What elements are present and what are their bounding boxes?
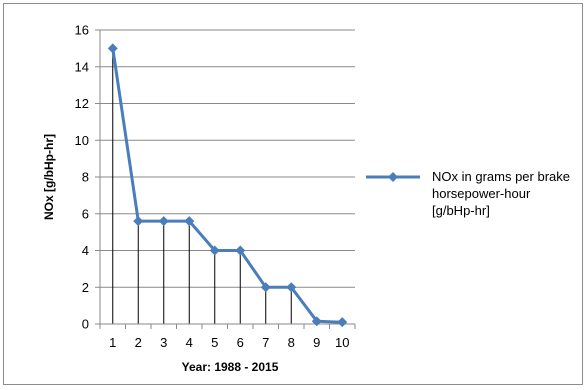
legend-marker (366, 172, 420, 182)
data-point-9 (311, 316, 322, 327)
data-point-8 (286, 282, 297, 293)
x-axis-title: Year: 1988 - 2015 (182, 360, 279, 374)
gridlines (100, 29, 355, 288)
x-tick-label-1: 1 (109, 335, 116, 350)
y-tick-label-0: 0 (82, 317, 89, 332)
y-tick-label-14: 14 (75, 59, 89, 74)
data-point-4 (184, 216, 195, 227)
x-tick-label-4: 4 (186, 335, 193, 350)
y-tick-label-16: 16 (75, 23, 89, 38)
x-tick-label-2: 2 (135, 335, 142, 350)
x-tick-label-5: 5 (211, 335, 218, 350)
data-point-3 (158, 216, 169, 227)
y-tick-label-6: 6 (82, 206, 89, 221)
y-tick-label-2: 2 (82, 280, 89, 295)
y-tick-label-4: 4 (82, 243, 89, 258)
data-point-7 (260, 282, 271, 293)
series-layer (107, 43, 348, 328)
axes (95, 29, 356, 329)
data-point-6 (235, 245, 246, 256)
x-tick-label-6: 6 (237, 335, 244, 350)
legend-label: NOx in grams per brake horsepower-hour [… (432, 169, 570, 218)
y-axis-title: NOx [g/bHp-hr] (42, 134, 56, 220)
data-point-1 (107, 43, 118, 54)
x-tick-label-8: 8 (288, 335, 295, 350)
y-tick-label-12: 12 (75, 96, 89, 111)
x-tick-label-3: 3 (160, 335, 167, 350)
series-line-0 (111, 48, 343, 324)
y-tick-label-8: 8 (82, 170, 89, 185)
x-tick-label-7: 7 (262, 335, 269, 350)
x-tick-label-10: 10 (335, 335, 349, 350)
x-tick-label-9: 9 (313, 335, 320, 350)
data-point-5 (209, 245, 220, 256)
drop-lines (112, 48, 343, 324)
data-point-2 (133, 216, 144, 227)
y-tick-label-10: 10 (75, 133, 89, 148)
data-point-10 (337, 317, 348, 328)
